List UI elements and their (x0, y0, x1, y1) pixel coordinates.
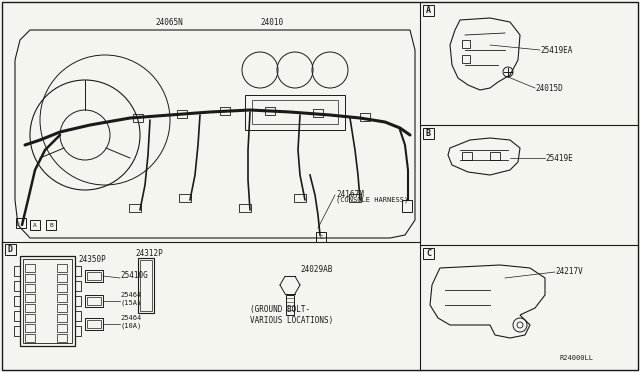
Bar (402, 200, 412, 212)
Bar (423, 128, 434, 139)
Bar (179, 194, 191, 202)
Bar (85, 318, 103, 330)
Bar (129, 204, 141, 212)
Bar (14, 296, 20, 306)
Bar (87, 320, 101, 328)
Bar (313, 109, 323, 117)
Text: D: D (16, 221, 20, 227)
Bar (294, 194, 306, 202)
Text: A: A (33, 222, 37, 228)
Bar (138, 258, 154, 313)
Bar (25, 274, 35, 282)
Bar (57, 284, 67, 292)
Text: 24015D: 24015D (535, 83, 563, 93)
Text: (GROUND BOLT-
VARIOUS LOCATIONS): (GROUND BOLT- VARIOUS LOCATIONS) (250, 305, 333, 325)
Bar (490, 152, 500, 160)
Bar (25, 294, 35, 302)
Text: 24312P: 24312P (135, 250, 163, 259)
Bar (14, 281, 20, 291)
Text: 24029AB: 24029AB (300, 266, 332, 275)
Text: C: C (426, 249, 431, 258)
Bar (57, 334, 67, 342)
Bar (75, 281, 81, 291)
Text: 25464
(10A): 25464 (10A) (120, 315, 141, 329)
Bar (75, 266, 81, 276)
Bar (25, 324, 35, 332)
Text: A: A (426, 6, 431, 15)
Bar (14, 266, 20, 276)
Text: 25464
(15A): 25464 (15A) (120, 292, 141, 306)
Bar (87, 297, 101, 305)
Bar (5, 244, 16, 255)
Bar (85, 295, 103, 307)
Text: C: C (319, 234, 323, 240)
Bar (57, 304, 67, 312)
Bar (252, 100, 338, 124)
Bar (75, 326, 81, 336)
Bar (25, 284, 35, 292)
Bar (85, 270, 103, 282)
Bar (14, 326, 20, 336)
Bar (177, 110, 187, 118)
Bar (16, 218, 26, 228)
Bar (462, 152, 472, 160)
Text: 25419EA: 25419EA (540, 45, 572, 55)
Bar (462, 55, 470, 63)
Bar (57, 264, 67, 272)
Text: B: B (426, 129, 431, 138)
Text: D: D (8, 245, 13, 254)
Bar (57, 324, 67, 332)
Bar (25, 304, 35, 312)
Bar (316, 232, 326, 242)
Text: (CONSOLE HARNESS): (CONSOLE HARNESS) (336, 197, 408, 203)
Bar (30, 220, 40, 230)
Text: 24167M: 24167M (336, 189, 364, 199)
Bar (423, 5, 434, 16)
Bar (220, 107, 230, 115)
Bar (57, 274, 67, 282)
Bar (360, 113, 370, 121)
Text: 24010: 24010 (260, 17, 283, 26)
Bar (20, 256, 75, 346)
Bar (75, 311, 81, 321)
Bar (462, 40, 470, 48)
Bar (349, 194, 361, 202)
Bar (46, 220, 56, 230)
Bar (75, 296, 81, 306)
Bar (25, 264, 35, 272)
Bar (265, 107, 275, 115)
Text: 24065N: 24065N (155, 17, 183, 26)
Bar (57, 314, 67, 322)
Bar (239, 204, 251, 212)
Text: 24350P: 24350P (78, 256, 106, 264)
Text: 25410G: 25410G (120, 272, 148, 280)
Bar (133, 114, 143, 122)
Bar (25, 334, 35, 342)
Text: R24000LL: R24000LL (560, 355, 594, 361)
Bar (57, 294, 67, 302)
Bar (423, 248, 434, 259)
Bar (23, 259, 72, 343)
Bar (245, 95, 345, 130)
Text: 24217V: 24217V (555, 267, 583, 276)
Bar (25, 314, 35, 322)
Text: B: B (49, 222, 53, 228)
Bar (286, 295, 294, 315)
Bar (87, 272, 101, 280)
Text: 25419E: 25419E (545, 154, 573, 163)
Bar (140, 260, 152, 311)
Bar (14, 311, 20, 321)
